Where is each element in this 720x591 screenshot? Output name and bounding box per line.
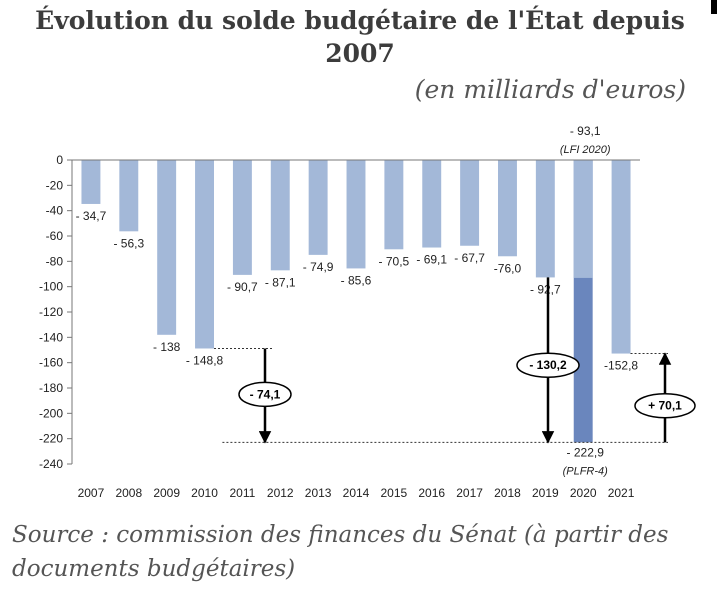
data-label-2008: - 56,3 [113, 236, 144, 250]
bar-2013 [308, 160, 328, 255]
data-label-2007: - 34,7 [76, 209, 107, 223]
y-tick-label: -200 [39, 406, 63, 420]
data-label-2016: - 69,1 [416, 253, 447, 267]
x-tick-label-2019: 2019 [532, 486, 559, 500]
chart-title: Évolution du solde budgétaire de l'État … [35, 6, 685, 68]
data-label-2021: -152,8 [604, 359, 638, 373]
bar-2014 [346, 160, 366, 269]
bar-2008 [119, 160, 139, 232]
x-tick-label-2009: 2009 [153, 486, 180, 500]
data-label-2020: - 222,9 [567, 445, 605, 459]
y-tick-label: -220 [39, 432, 63, 446]
data-label-2017: - 67,7 [454, 251, 485, 265]
x-tick-label-2007: 2007 [78, 486, 105, 500]
bar-2016 [422, 160, 442, 248]
bar-2010 [195, 160, 214, 349]
x-tick-label-2016: 2016 [418, 486, 445, 500]
data-label-2013: - 74,9 [303, 260, 334, 274]
bar-2011 [232, 160, 252, 275]
annotation-label-3: + 70,1 [648, 399, 682, 413]
data-label-2020-lfi: - 93,1 [570, 124, 601, 138]
annotation-oval-2 [516, 352, 580, 378]
chart-source: Source : commission des finances du Séna… [12, 522, 669, 582]
data-label-2019: - 92,7 [530, 282, 561, 296]
x-tick-label-2018: 2018 [494, 486, 521, 500]
chart-subtitle: (en milliards d'euros) [414, 75, 686, 104]
bar-2019 [535, 160, 555, 278]
bar-2009 [157, 160, 177, 335]
x-tick-label-2017: 2017 [456, 486, 483, 500]
x-tick-label-2010: 2010 [191, 486, 218, 500]
x-tick-label-2011: 2011 [229, 486, 255, 500]
annotation-label-1: - 74,1 [250, 387, 281, 401]
y-tick-label: -160 [39, 356, 63, 370]
data-label-2018: -76,0 [494, 261, 522, 275]
y-tick-label: -140 [39, 330, 63, 344]
x-tick-label-2014: 2014 [343, 486, 370, 500]
y-tick-label: -80 [46, 254, 64, 268]
y-tick-label: -120 [39, 305, 63, 319]
bar-2020-lfi-overlay [573, 160, 593, 278]
data-label-2012: - 87,1 [265, 275, 296, 289]
y-tick-label: 0 [56, 153, 63, 167]
bar-2007 [81, 160, 101, 204]
data-label-2015: - 70,5 [379, 254, 410, 268]
data-label-2014: - 85,6 [341, 273, 372, 287]
x-tick-label-2021: 2021 [608, 486, 635, 500]
x-tick-label-2012: 2012 [267, 486, 294, 500]
data-label-2010: - 148,8 [186, 353, 224, 367]
y-tick-label: -240 [39, 457, 63, 471]
bar-2018 [498, 160, 517, 257]
annotation-oval-3 [634, 392, 696, 419]
annotation-label-2: - 130,2 [529, 358, 567, 372]
bar-2017 [460, 160, 480, 246]
y-tick-label: -180 [39, 381, 63, 395]
x-tick-label-2008: 2008 [115, 486, 142, 500]
x-tick-label-2020: 2020 [570, 486, 597, 500]
y-tick-label: -40 [46, 204, 64, 218]
y-tick-label: -20 [46, 178, 64, 192]
note-plfr-4: (PLFR-4) [563, 465, 609, 477]
data-label-2011: - 90,7 [227, 280, 258, 294]
corner-mark [711, 0, 717, 14]
x-tick-label-2015: 2015 [381, 486, 408, 500]
note-lfi-2020: (LFI 2020) [560, 144, 611, 156]
annotation-oval-1 [238, 381, 292, 408]
y-tick-label: -60 [46, 229, 64, 243]
x-tick-label-2013: 2013 [305, 486, 332, 500]
bar-2015 [384, 160, 404, 250]
bar-2012 [270, 160, 290, 271]
bar-2021 [611, 160, 631, 354]
y-tick-label: -100 [39, 280, 63, 294]
data-label-2009: - 138 [153, 340, 181, 354]
